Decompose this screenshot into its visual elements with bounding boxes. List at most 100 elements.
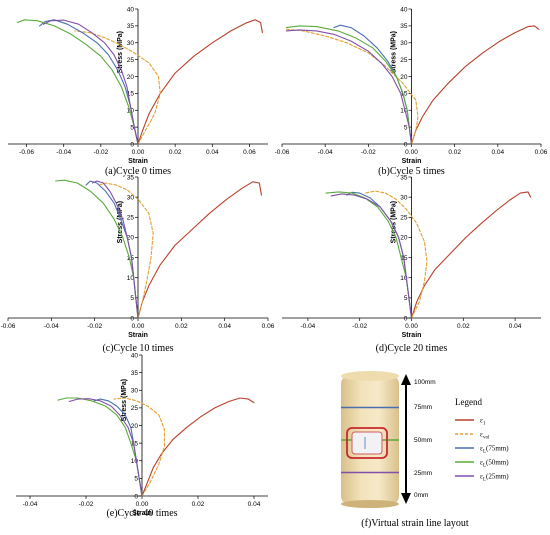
strain-gauge-outer bbox=[346, 427, 388, 459]
strain-gauge-inner bbox=[351, 431, 383, 455]
series-line-axial bbox=[410, 25, 540, 145]
series-line-l25 bbox=[68, 398, 143, 497]
y-tick-label: 15 bbox=[127, 255, 135, 262]
x-tick-label: 0.02 bbox=[169, 149, 182, 156]
legend: ε1 εvol εL(75mm) εL(50mm) εL(25mm) bbox=[455, 417, 509, 483]
x-axis-label: Strain bbox=[402, 158, 422, 165]
rock-specimen-bottom bbox=[341, 500, 399, 508]
height-arrow-down-head bbox=[401, 493, 411, 504]
x-tick-label: -0.04 bbox=[318, 149, 333, 156]
series-line-vol bbox=[285, 28, 419, 145]
y-tick-label: 15 bbox=[400, 91, 408, 98]
series-line-axial bbox=[410, 191, 532, 319]
y-tick-label: 35 bbox=[400, 23, 408, 30]
x-tick-label: 0.00 bbox=[136, 501, 149, 508]
x-tick-label: -0.02 bbox=[93, 149, 108, 156]
y-tick-label: 15 bbox=[131, 440, 139, 447]
x-axis-label: Strain bbox=[132, 510, 152, 517]
x-tick-label: 0.06 bbox=[535, 149, 548, 156]
y-tick-label: 20 bbox=[131, 423, 139, 430]
x-tick-label: -0.04 bbox=[23, 501, 38, 508]
y-tick-label: 10 bbox=[400, 275, 408, 282]
legend-label: εL(75mm) bbox=[480, 445, 509, 455]
x-tick-label: 0.04 bbox=[248, 501, 261, 508]
chart-caption: (d)Cycle 20 times bbox=[376, 343, 448, 354]
series-line-vol bbox=[74, 30, 161, 145]
y-tick-label: 40 bbox=[127, 6, 135, 13]
y-tick-label: 10 bbox=[131, 458, 139, 465]
chart-panel: -0.06 -0.04 -0.02 0.00 0.02 0.04 0.06 0 5 10 15 20 2… bbox=[275, 6, 548, 177]
height-label: 25mm bbox=[414, 470, 432, 477]
y-tick-label: 40 bbox=[131, 352, 139, 359]
x-tick-label: -0.02 bbox=[352, 323, 367, 330]
y-tick-label: 20 bbox=[400, 74, 408, 81]
height-label: 50mm bbox=[414, 437, 432, 444]
y-tick-label: 0 bbox=[404, 315, 408, 322]
y-tick-label: 35 bbox=[127, 23, 135, 30]
series-line-axial bbox=[141, 397, 255, 497]
x-tick-label: 0.04 bbox=[206, 149, 219, 156]
y-axis-label: Stress (MPa) bbox=[391, 31, 398, 73]
x-tick-label: -0.06 bbox=[275, 149, 290, 156]
series-line-l25 bbox=[42, 19, 139, 145]
x-tick-label: 0.00 bbox=[405, 323, 418, 330]
chart-panel: -0.04 -0.02 0.00 0.02 0.04 0 5 10 15 20 25 30 35 40 St… bbox=[16, 352, 268, 519]
legend-label: εL(25mm) bbox=[480, 473, 509, 483]
y-tick-label: 10 bbox=[127, 108, 135, 115]
x-tick-label: 0.06 bbox=[243, 149, 256, 156]
x-tick-label: 0.04 bbox=[509, 323, 522, 330]
legend-label: ε1 bbox=[480, 417, 486, 427]
series-line-axial bbox=[137, 19, 263, 145]
series-line-l50 bbox=[16, 19, 139, 145]
height-labels: 100mm 75mm 50mm 25mm 0mm bbox=[414, 379, 436, 499]
y-tick-label: 35 bbox=[127, 174, 135, 181]
series-line-vol bbox=[98, 182, 154, 319]
y-tick-label: 5 bbox=[134, 476, 138, 483]
legend-title: Legend bbox=[455, 397, 482, 407]
y-tick-label: 15 bbox=[127, 91, 135, 98]
y-tick-label: 5 bbox=[404, 295, 408, 302]
x-tick-label: 0.00 bbox=[132, 323, 145, 330]
y-tick-label: 20 bbox=[127, 74, 135, 81]
y-tick-label: 0 bbox=[134, 493, 138, 500]
chart-panel: -0.04 -0.02 0.00 0.02 0.0405101520253035Stre… bbox=[282, 174, 541, 354]
series-line-axial bbox=[137, 181, 263, 319]
x-axis-label: Strain bbox=[402, 332, 422, 339]
y-tick-label: 30 bbox=[400, 194, 408, 201]
x-axis-label: Strain bbox=[128, 158, 148, 165]
y-axis-label: Stress (MPa) bbox=[117, 201, 124, 243]
x-tick-label: 0.02 bbox=[448, 149, 461, 156]
series-line-l50 bbox=[285, 25, 413, 145]
x-tick-label: 0.00 bbox=[132, 149, 145, 156]
x-tick-label: -0.04 bbox=[44, 323, 59, 330]
series-line-l50 bbox=[57, 397, 143, 497]
y-tick-label: 5 bbox=[404, 124, 408, 131]
x-tick-label: 0.02 bbox=[192, 501, 205, 508]
chart-caption: (b)Cycle 5 times bbox=[378, 166, 445, 177]
height-label: 75mm bbox=[414, 404, 432, 411]
x-tick-label: 0.00 bbox=[405, 149, 418, 156]
y-tick-label: 25 bbox=[400, 215, 408, 222]
height-arrow-up-head bbox=[401, 374, 411, 385]
x-tick-label: 0.02 bbox=[175, 323, 188, 330]
legend-label: εL(50mm) bbox=[480, 459, 509, 469]
y-tick-label: 5 bbox=[130, 124, 134, 131]
x-tick-label: -0.02 bbox=[361, 149, 376, 156]
y-tick-label: 40 bbox=[400, 6, 408, 13]
y-tick-label: 10 bbox=[400, 108, 408, 115]
rock-specimen-top bbox=[341, 371, 399, 381]
series-line-l25 bbox=[330, 193, 413, 319]
x-tick-label: 0.06 bbox=[262, 323, 275, 330]
y-tick-label: 20 bbox=[400, 235, 408, 242]
y-tick-label: 20 bbox=[127, 235, 135, 242]
x-tick-label: -0.02 bbox=[87, 323, 102, 330]
y-tick-label: 10 bbox=[127, 275, 135, 282]
x-tick-label: 0.04 bbox=[218, 323, 231, 330]
y-axis-label: Stress (MPa) bbox=[391, 201, 398, 243]
chart-panel: -0.06 -0.04 -0.02 0.00 0.02 0.04 0.06 0 5 10 15 20 2… bbox=[1, 174, 275, 354]
x-tick-label: -0.04 bbox=[300, 323, 315, 330]
y-tick-label: 30 bbox=[400, 40, 408, 47]
y-tick-label: 30 bbox=[127, 40, 135, 47]
x-tick-label: -0.06 bbox=[19, 149, 34, 156]
